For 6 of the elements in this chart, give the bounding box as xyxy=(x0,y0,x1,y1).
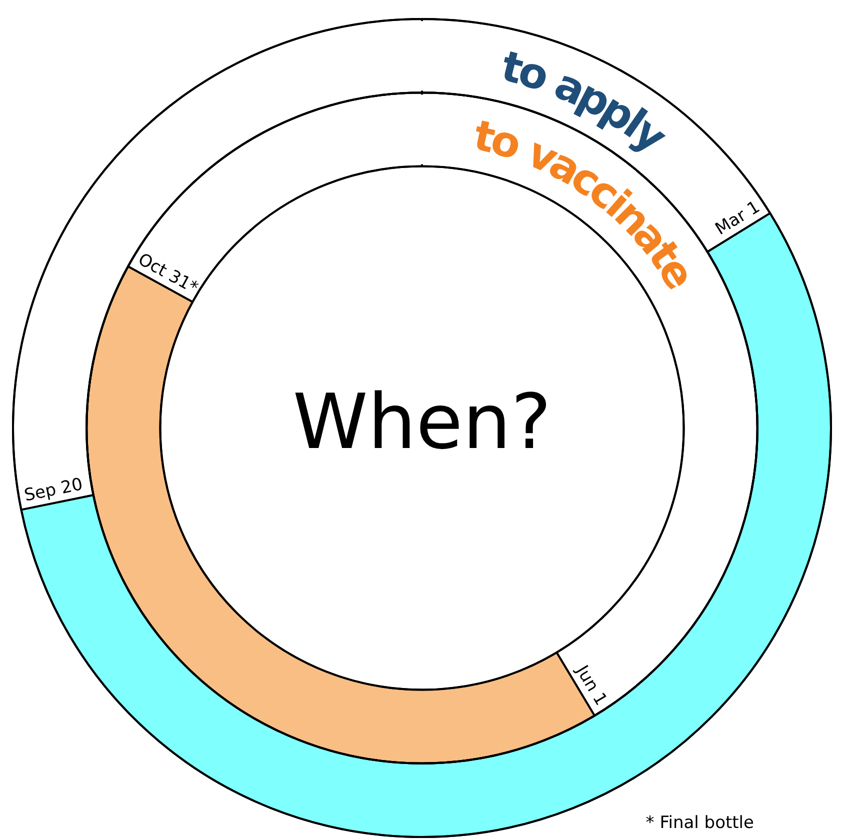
data-label: Jun 1 xyxy=(571,661,611,710)
text: * Final bottle xyxy=(646,813,754,833)
data-label: Mar 1 xyxy=(712,197,764,240)
data-label: Oct 31* xyxy=(134,250,202,298)
data-label: Sep 20 xyxy=(22,474,84,506)
text: When? xyxy=(292,376,552,466)
